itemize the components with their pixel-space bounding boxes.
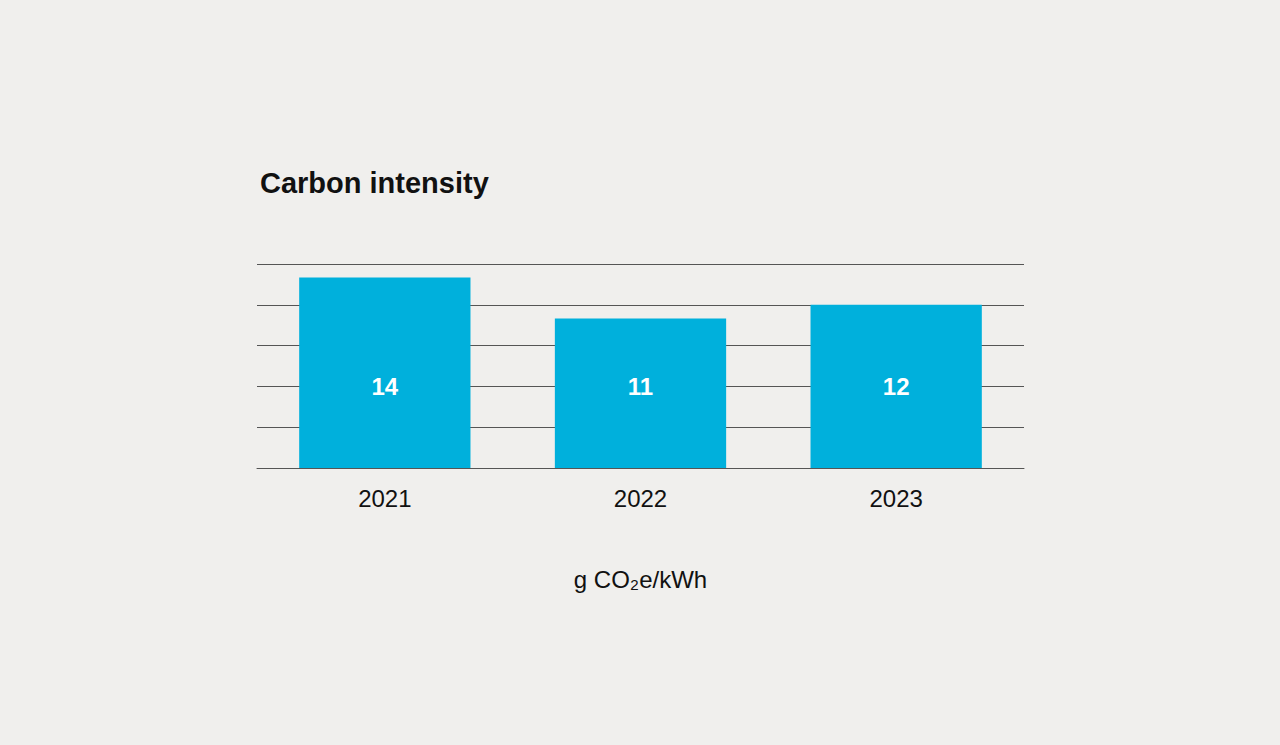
svg-text:2022: 2022 (614, 485, 667, 512)
svg-text:2023: 2023 (869, 485, 922, 512)
svg-text:2021: 2021 (358, 485, 411, 512)
svg-text:11: 11 (628, 373, 653, 400)
svg-text:12: 12 (883, 373, 910, 400)
svg-text:g CO₂e/kWh: g CO₂e/kWh (574, 566, 707, 593)
svg-text:Carbon intensity: Carbon intensity (260, 167, 489, 199)
svg-text:14: 14 (371, 373, 398, 400)
